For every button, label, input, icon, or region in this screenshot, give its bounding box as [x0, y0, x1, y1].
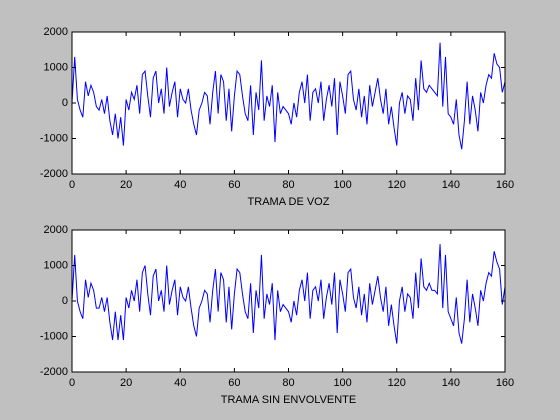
y-tick-label: 1000	[44, 61, 68, 73]
y-tick-label: 0	[62, 295, 68, 307]
x-tick-label: 60	[228, 179, 240, 191]
x-tick-label: 0	[69, 179, 75, 191]
x-tick-label: 40	[174, 377, 186, 389]
axes-background	[72, 230, 505, 372]
y-tick-label: 1000	[44, 259, 68, 271]
y-tick-label: -2000	[40, 168, 68, 180]
x-tick-label: 40	[174, 179, 186, 191]
x-tick-label: 80	[282, 377, 294, 389]
x-tick-label: 100	[333, 377, 351, 389]
y-tick-label: 0	[62, 97, 68, 109]
x-tick-label: 160	[496, 179, 514, 191]
x-axis-label: TRAMA SIN ENVOLVENTE	[221, 394, 357, 406]
x-tick-label: 80	[282, 179, 294, 191]
y-tick-label: -1000	[40, 132, 68, 144]
y-tick-label: 2000	[44, 26, 68, 38]
x-tick-label: 120	[388, 179, 406, 191]
signal-line	[71, 244, 506, 344]
x-tick-label: 140	[442, 179, 460, 191]
x-tick-label: 120	[388, 377, 406, 389]
y-tick-label: -2000	[40, 366, 68, 378]
x-tick-label: 60	[228, 377, 240, 389]
x-tick-label: 140	[442, 377, 460, 389]
x-axis-label: TRAMA DE VOZ	[248, 196, 330, 208]
axes-background	[72, 32, 505, 174]
y-tick-label: 2000	[44, 224, 68, 236]
x-tick-label: 20	[120, 179, 132, 191]
x-tick-label: 20	[120, 377, 132, 389]
x-tick-label: 160	[496, 377, 514, 389]
signal-line	[71, 42, 506, 150]
y-tick-label: -1000	[40, 330, 68, 342]
x-tick-label: 100	[333, 179, 351, 191]
x-tick-label: 0	[69, 377, 75, 389]
